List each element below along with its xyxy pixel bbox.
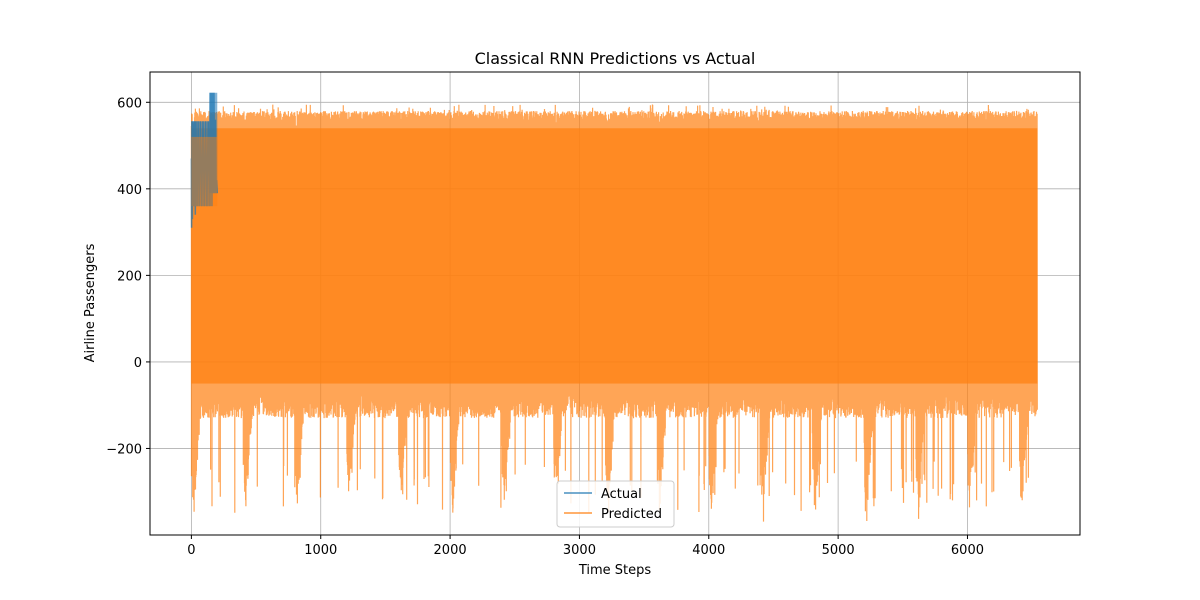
series-line-actual	[190, 92, 219, 228]
y-axis-title: Airline Passengers	[83, 243, 98, 362]
x-tick-label: 5000	[822, 543, 855, 558]
plot-frame	[149, 71, 1081, 536]
x-tick-label: 3000	[563, 543, 596, 558]
y-tick-label: −200	[106, 442, 142, 457]
x-tick-label: 1000	[304, 543, 337, 558]
x-tick-label: 4000	[692, 543, 725, 558]
y-tick-label: 400	[117, 183, 142, 198]
x-tick-label: 6000	[951, 543, 984, 558]
y-tick-label: 0	[134, 356, 142, 371]
x-axis-title: Time Steps	[578, 563, 652, 578]
series-line-predicted	[190, 104, 1038, 522]
y-tick-label: 600	[117, 96, 142, 111]
legend-label-actual: Actual	[601, 487, 642, 502]
legend-label-predicted: Predicted	[601, 507, 662, 522]
x-tick-label: 2000	[434, 543, 467, 558]
plot-area: 0 1000 2000 3000 4000 5000 6000 −200 0 200 400 600	[106, 71, 1081, 558]
y-tick-label: 200	[117, 269, 142, 284]
overlap-band	[191, 136, 218, 207]
x-tick-label: 0	[187, 543, 195, 558]
legend: Actual Predicted	[556, 480, 675, 528]
chart-title: Classical RNN Predictions vs Actual	[475, 49, 756, 68]
